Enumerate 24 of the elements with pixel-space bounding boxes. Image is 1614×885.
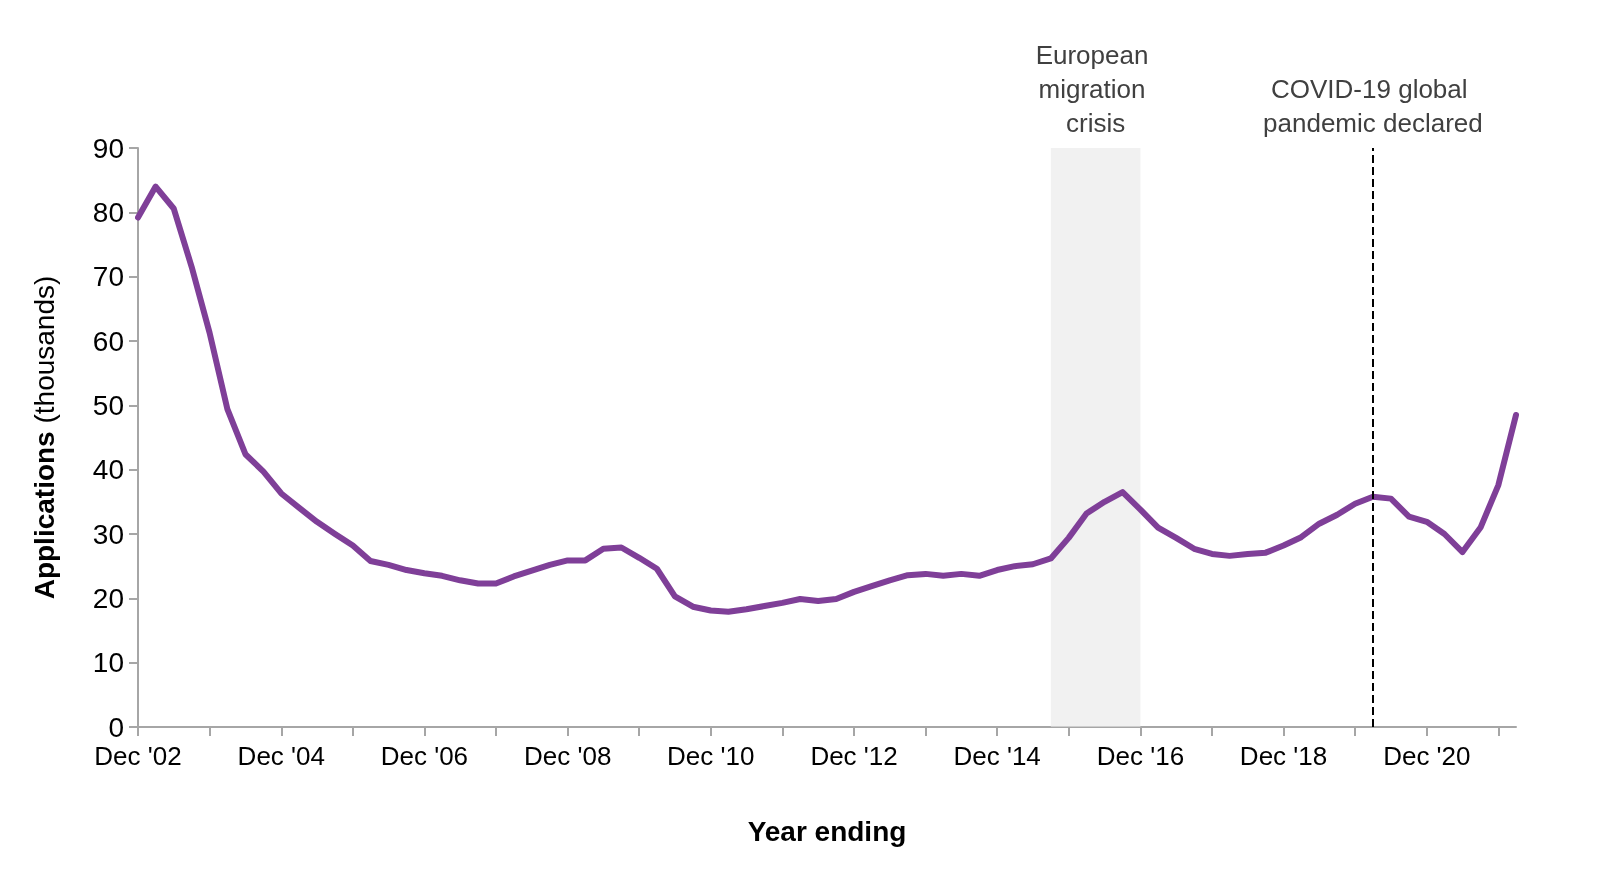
x-tick-label: Dec '16 xyxy=(1096,741,1185,771)
x-tick-label: Dec '18 xyxy=(1239,741,1328,771)
x-axis-title: Year ending xyxy=(747,815,907,847)
x-tick-label: Dec '10 xyxy=(667,741,755,771)
x-tick-label: Dec '08 xyxy=(524,741,612,771)
x-tick-label: Dec '06 xyxy=(380,741,469,771)
ref-line-label: COVID-19 global pandemic declared xyxy=(1263,74,1483,138)
x-tick-label: Dec '12 xyxy=(810,741,898,771)
y-tick-label: 30 xyxy=(92,518,124,550)
x-tick-label: Dec '20 xyxy=(1383,741,1471,771)
y-tick-label: 40 xyxy=(92,454,124,486)
y-tick-label: 20 xyxy=(92,582,124,614)
y-tick-label: 60 xyxy=(92,325,124,357)
x-tick-label: Dec '14 xyxy=(953,741,1041,771)
y-tick-label: 50 xyxy=(92,389,124,421)
y-tick-label: 70 xyxy=(92,261,124,293)
y-tick-label: 10 xyxy=(92,647,124,679)
y-tick-label: 80 xyxy=(92,196,124,228)
x-tick-label: Dec '02 xyxy=(94,741,182,771)
band-label: European migration crisis xyxy=(1035,40,1156,138)
y-axis-title: Applications (thousands) xyxy=(28,275,60,600)
y-tick-label: 0 xyxy=(108,711,124,743)
x-tick-label: Dec '04 xyxy=(237,741,325,771)
y-tick-label: 90 xyxy=(92,132,124,164)
